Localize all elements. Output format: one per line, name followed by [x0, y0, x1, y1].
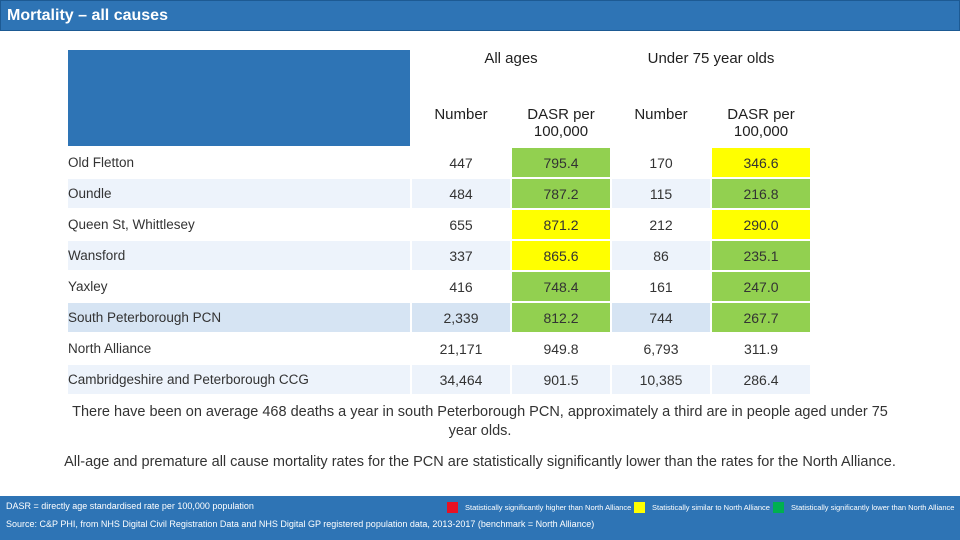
under-75-dasr: 235.1 — [712, 241, 810, 270]
table-row: Oundle 484 787.2 115 216.8 — [68, 179, 810, 208]
header-blank-cell — [68, 50, 410, 146]
header-u75-dasr: DASR per 100,000 — [712, 106, 810, 146]
legend-similar: Statistically similar to North Alliance — [634, 501, 770, 513]
dasr-definition: DASR = directly age standardised rate pe… — [6, 501, 254, 511]
header-under-75: Under 75 year olds — [612, 50, 810, 104]
all-ages-dasr: 812.2 — [512, 303, 610, 332]
table-row: North Alliance 21,171 949.8 6,793 311.9 — [68, 334, 810, 363]
mortality-table: All ages Under 75 year olds Number DASR … — [66, 48, 812, 396]
significance-note: All-age and premature all cause mortalit… — [64, 454, 896, 470]
under-75-dasr: 286.4 — [712, 365, 810, 394]
all-ages-number: 2,339 — [412, 303, 510, 332]
legend-higher: Statistically significantly higher than … — [447, 501, 631, 513]
all-ages-number: 447 — [449, 154, 473, 171]
all-ages-dasr: 871.2 — [512, 210, 610, 239]
group-header-row: All ages Under 75 year olds — [68, 50, 810, 146]
under-75-dasr: 346.6 — [712, 148, 810, 177]
under-75-number: 161 — [649, 278, 673, 295]
under-75-number: 115 — [612, 179, 710, 208]
header-all-number: Number — [412, 106, 510, 146]
data-source: Source: C&P PHI, from NHS Digital Civil … — [6, 519, 595, 529]
row-name: Queen St, Whittlesey — [68, 217, 195, 232]
under-75-number: 744 — [612, 303, 710, 332]
row-name: Yaxley — [68, 279, 108, 294]
legend-higher-label: Statistically significantly higher than … — [465, 502, 632, 512]
all-ages-dasr: 949.8 — [543, 340, 579, 357]
all-ages-dasr: 865.6 — [512, 241, 610, 270]
all-ages-dasr: 901.5 — [512, 365, 610, 394]
legend-lower: Statistically significantly lower than N… — [773, 501, 954, 513]
header-u75-number: Number — [612, 106, 710, 146]
under-75-number: 170 — [649, 154, 673, 171]
header-all-dasr: DASR per 100,000 — [512, 106, 610, 146]
all-ages-number: 21,171 — [439, 340, 483, 357]
legend-similar-label: Statistically similar to North Alliance — [652, 502, 770, 512]
all-ages-number: 34,464 — [412, 365, 510, 394]
row-name: Oundle — [68, 179, 410, 208]
table-row: South Peterborough PCN 2,339 812.2 744 267.7 — [68, 303, 810, 332]
footer: DASR = directly age standardised rate pe… — [0, 496, 960, 540]
under-75-number: 212 — [649, 216, 673, 233]
under-75-dasr: 311.9 — [744, 340, 778, 357]
legend-higher-swatch — [447, 501, 458, 513]
sub-header-row: Number DASR per 100,000 Number DASR per … — [68, 106, 810, 146]
row-name: North Alliance — [68, 341, 152, 356]
all-ages-number: 655 — [449, 216, 473, 233]
table-row: Yaxley 416 748.4 161 247.0 — [68, 272, 810, 301]
under-75-dasr: 247.0 — [712, 272, 810, 301]
row-name: Wansford — [68, 241, 410, 270]
under-75-number: 86 — [612, 241, 710, 270]
all-ages-dasr: 787.2 — [512, 179, 610, 208]
row-name: Old Fletton — [68, 155, 135, 170]
header-all-ages: All ages — [412, 50, 610, 104]
under-75-dasr: 267.7 — [712, 303, 810, 332]
under-75-dasr: 290.0 — [712, 210, 810, 239]
row-name: Cambridgeshire and Peterborough CCG — [68, 365, 410, 394]
all-ages-number: 416 — [449, 278, 473, 295]
under-75-dasr: 216.8 — [712, 179, 810, 208]
all-ages-number: 484 — [412, 179, 510, 208]
legend-lower-label: Statistically significantly lower than N… — [791, 502, 955, 512]
all-ages-dasr: 795.4 — [512, 148, 610, 177]
table-row: Wansford 337 865.6 86 235.1 — [68, 241, 810, 270]
legend-lower-swatch — [773, 501, 784, 513]
page-title: Mortality – all causes — [0, 0, 960, 31]
under-75-number: 10,385 — [612, 365, 710, 394]
row-name: South Peterborough PCN — [68, 303, 410, 332]
under-75-number: 6,793 — [643, 340, 679, 357]
all-ages-dasr: 748.4 — [512, 272, 610, 301]
table-row: Queen St, Whittlesey 655 871.2 212 290.0 — [68, 210, 810, 239]
all-ages-number: 337 — [412, 241, 510, 270]
summary-note: There have been on average 468 deaths a … — [72, 404, 888, 439]
table-row: Old Fletton 447 795.4 170 346.6 — [68, 148, 810, 177]
table-row: Cambridgeshire and Peterborough CCG 34,46… — [68, 365, 810, 394]
legend-similar-swatch — [634, 501, 645, 513]
